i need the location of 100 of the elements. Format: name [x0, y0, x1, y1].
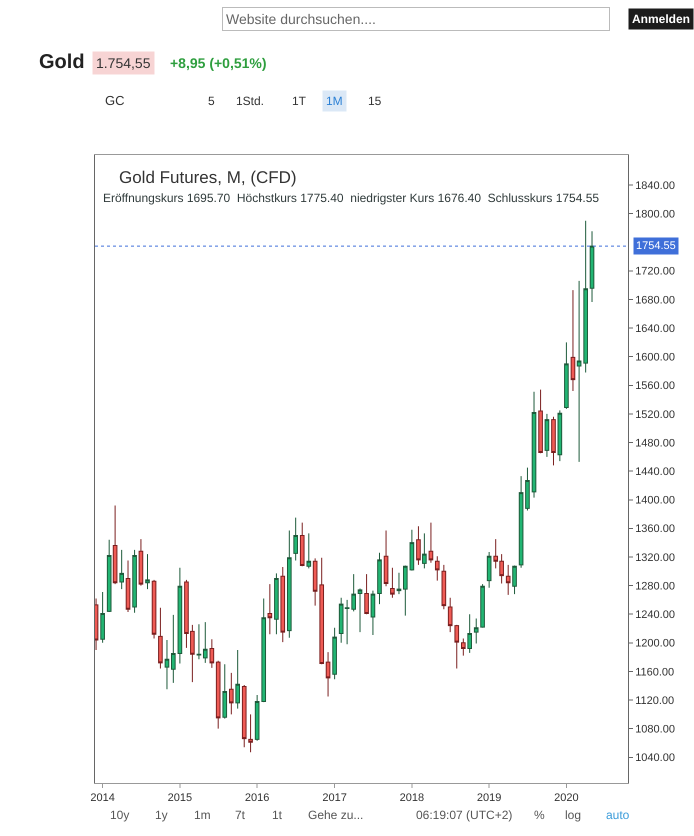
y-tick-label: 1440.00: [635, 466, 675, 478]
candlestick: [454, 624, 460, 670]
candlestick: [254, 694, 260, 742]
candlestick: [467, 614, 472, 654]
candlestick: [410, 529, 414, 572]
y-tick-label: 1200.00: [635, 638, 675, 650]
candlestick: [268, 584, 272, 635]
text: Eröffnungskurs 1695.70 Höchstkurs 1775.40 niedrigster Kurs 1676.40 Schlusskurs 1754.55: [103, 191, 600, 205]
y-tick-label: 1080.00: [635, 723, 675, 736]
candlestick: [100, 592, 105, 644]
y-tick-label: 1720.00: [635, 266, 675, 278]
text: 1M: [326, 94, 343, 108]
text: %: [534, 808, 545, 822]
candlestick: [384, 530, 388, 587]
candlestick: [145, 554, 150, 590]
candlestick: [228, 672, 234, 715]
y-tick-label: 1600.00: [635, 352, 675, 364]
text: 1T: [292, 94, 307, 108]
candlestick: [112, 504, 118, 585]
x-tick-label: 2016: [244, 792, 270, 804]
y-tick-label: 1680.00: [635, 294, 675, 306]
candlestick: [248, 714, 253, 753]
text: +8,95 (+0,51%): [170, 55, 267, 71]
candlestick: [442, 564, 446, 610]
candlestick: [119, 549, 124, 590]
candlestick: [460, 638, 466, 656]
y-tick-label: 1800.00: [635, 208, 675, 220]
candlestick: [576, 280, 582, 462]
text: 1t: [272, 808, 283, 822]
text: 1y: [155, 808, 168, 822]
ref-line-label: 1754.55: [636, 240, 676, 252]
y-tick-label: 1480.00: [635, 437, 675, 450]
candlestick: [222, 664, 228, 720]
candlestick: [132, 549, 137, 614]
text: GC: [105, 93, 124, 108]
candlestick: [390, 567, 395, 598]
candlestick: [564, 342, 569, 410]
candlestick: [152, 579, 156, 640]
candlestick: [261, 598, 266, 703]
y-tick-label: 1280.00: [635, 580, 675, 592]
candlestick: [280, 566, 286, 643]
candlestick: [216, 660, 221, 730]
text: 10y: [110, 808, 130, 822]
x-tick-label: 2019: [476, 792, 502, 804]
y-tick-label: 1520.00: [635, 408, 675, 421]
candlestick: [332, 627, 337, 680]
candlestick: [126, 560, 130, 613]
text: Anmelden: [632, 12, 690, 26]
candlestick: [422, 532, 427, 569]
text: 7t: [235, 808, 246, 822]
candlestick: [293, 517, 298, 562]
text: Gold: [39, 51, 85, 73]
candlestick: [551, 416, 556, 466]
y-tick-label: 1840.00: [635, 180, 675, 192]
candlestick: [558, 410, 562, 462]
candlestick: [158, 607, 163, 670]
y-tick-label: 1240.00: [635, 609, 675, 622]
candlestick: [474, 618, 479, 644]
x-tick-label: 2017: [322, 792, 347, 804]
text: 06:19:07 (UTC+2): [416, 808, 512, 822]
candlestick: [538, 389, 543, 454]
candlestick: [106, 539, 112, 613]
text: log: [565, 808, 582, 822]
candlestick: [286, 530, 292, 638]
text: 1m: [194, 808, 211, 822]
y-tick-label: 1120.00: [635, 694, 674, 707]
y-tick-label: 1640.00: [635, 322, 675, 335]
candlestick: [428, 522, 434, 564]
candlestick: [210, 638, 214, 668]
candlestick: [448, 597, 453, 633]
candlestick: [138, 538, 144, 586]
candlestick: [570, 290, 576, 392]
y-tick-label: 1400.00: [635, 494, 675, 507]
text: Website durchsuchen....: [226, 11, 376, 27]
candlestick: [434, 556, 440, 582]
candlestick: [512, 565, 517, 595]
x-tick-label: 2018: [400, 792, 424, 804]
y-tick-label: 1360.00: [635, 523, 675, 536]
y-tick-label: 1040.00: [635, 752, 675, 764]
y-tick-label: 1560.00: [635, 380, 675, 392]
candlestick: [480, 584, 485, 628]
candlestick: [312, 558, 318, 606]
candlestick: [242, 684, 247, 748]
text: 15: [368, 94, 382, 108]
text: 1.754,55: [96, 55, 151, 71]
x-tick-label: 2014: [90, 792, 115, 804]
text: 1Std.: [236, 94, 264, 108]
text: Gold Futures, M, (CFD): [119, 168, 297, 187]
candlestick: [178, 567, 182, 664]
candlestick: [544, 413, 550, 458]
y-tick-label: 1160.00: [635, 666, 674, 678]
candlestick: [506, 564, 511, 596]
candlestick: [486, 551, 492, 588]
candlestick: [416, 526, 421, 566]
y-tick-label: 1320.00: [635, 552, 675, 564]
candlestick: [306, 532, 312, 569]
candlestick: [300, 522, 305, 567]
x-tick-label: 2020: [554, 792, 579, 804]
text: 5: [208, 94, 215, 108]
candlestick: [274, 572, 279, 635]
